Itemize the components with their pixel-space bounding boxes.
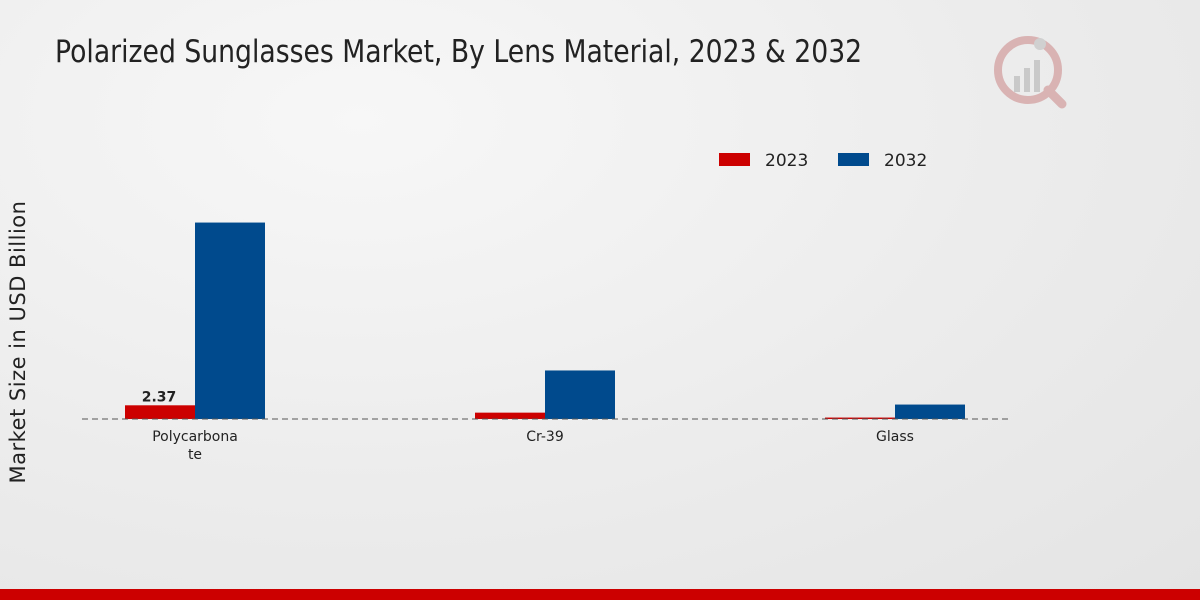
bar-2032-glass: [895, 404, 965, 419]
x-tick-label: Cr-39: [526, 429, 564, 445]
bottom-accent-bar: [0, 589, 1200, 600]
bar-2032-cr-39: [545, 370, 615, 419]
market-research-logo-icon: [994, 36, 1067, 109]
legend-swatch-2023: [719, 153, 750, 166]
x-tick-label: te: [188, 447, 202, 463]
chart-title: Polarized Sunglasses Market, By Lens Mat…: [55, 34, 863, 70]
legend: 2023 2032: [719, 151, 927, 171]
bar-2032-polycarbonate: [195, 222, 265, 419]
bar-2023-polycarbonate: [125, 405, 195, 419]
x-tick-label: Glass: [876, 429, 914, 445]
x-tick-labels: Polycarbona te Cr-39 Glass: [152, 429, 914, 463]
legend-label-2032: 2032: [884, 151, 927, 171]
data-label: 2.37: [142, 389, 177, 405]
bar-2023-cr-39: [475, 412, 545, 419]
legend-label-2023: 2023: [765, 151, 808, 171]
legend-swatch-2032: [838, 153, 869, 166]
bar-2023-glass: [825, 417, 895, 419]
data-labels: 2.37: [142, 389, 177, 405]
x-tick-label: Polycarbona: [152, 429, 238, 445]
bars: [125, 222, 965, 419]
